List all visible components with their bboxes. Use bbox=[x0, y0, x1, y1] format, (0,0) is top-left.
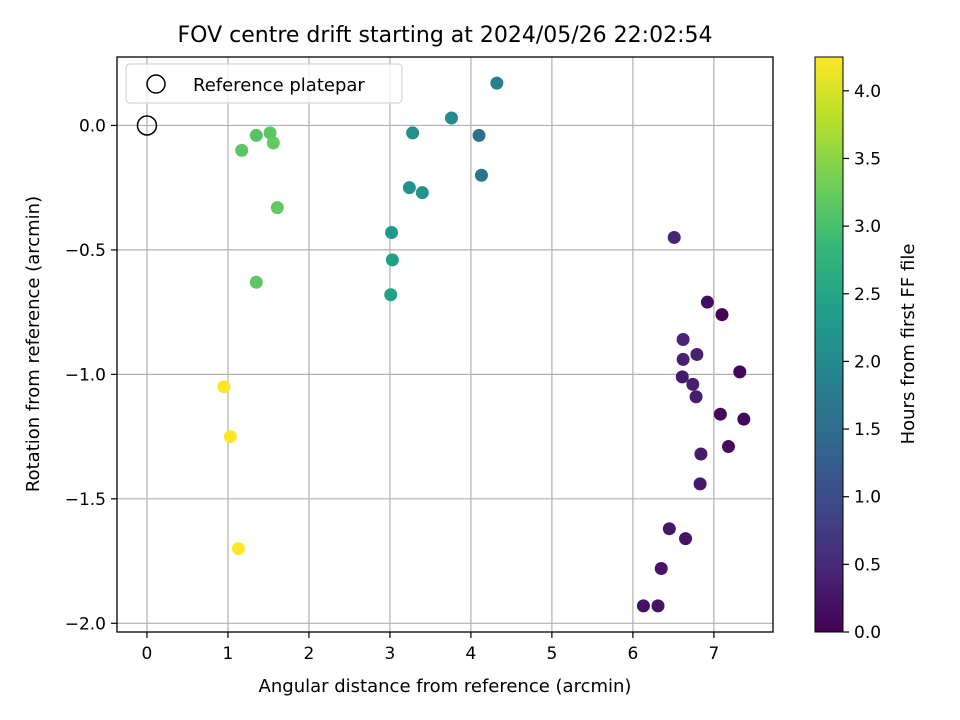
data-point bbox=[223, 430, 237, 444]
y-tick-label: −0.5 bbox=[65, 241, 106, 261]
data-point bbox=[686, 377, 700, 391]
x-tick-label: 3 bbox=[385, 644, 396, 664]
data-point bbox=[385, 225, 399, 239]
data-point bbox=[406, 126, 420, 140]
data-point bbox=[249, 275, 263, 289]
x-axis-ticks: 0 1 2 3 4 5 6 7 bbox=[142, 632, 719, 664]
data-point bbox=[266, 136, 280, 150]
data-point bbox=[694, 447, 708, 461]
chart-title: FOV centre drift starting at 2024/05/26 … bbox=[178, 23, 713, 48]
x-tick-label: 2 bbox=[304, 644, 315, 664]
colorbar-tick-label: 2.5 bbox=[854, 285, 881, 305]
y-tick-label: 0.0 bbox=[79, 116, 106, 136]
legend-frame bbox=[125, 63, 403, 104]
colorbar-label: Hours from first FF file bbox=[898, 244, 919, 445]
x-tick-label: 5 bbox=[546, 644, 557, 664]
data-point bbox=[235, 143, 249, 157]
data-point bbox=[636, 599, 650, 613]
data-point bbox=[693, 477, 707, 491]
colorbar: 0.0 0.5 1.0 1.5 2.0 2.5 3.0 3.5 4.0 Hours from f… bbox=[814, 56, 919, 643]
colorbar-tick-label: 4.0 bbox=[854, 82, 881, 102]
x-tick-label: 4 bbox=[466, 644, 477, 664]
data-point bbox=[721, 440, 735, 454]
data-point bbox=[402, 181, 416, 195]
x-tick-label: 6 bbox=[627, 644, 638, 664]
data-point bbox=[662, 522, 676, 536]
data-point bbox=[654, 562, 668, 576]
data-point bbox=[679, 532, 693, 546]
x-tick-label: 1 bbox=[223, 644, 234, 664]
data-points bbox=[136, 76, 751, 613]
grid-lines bbox=[117, 57, 773, 632]
data-point bbox=[249, 128, 263, 142]
data-point bbox=[474, 168, 488, 182]
data-point bbox=[676, 333, 690, 347]
data-point bbox=[715, 308, 729, 322]
data-point bbox=[385, 253, 399, 267]
data-point bbox=[444, 111, 458, 125]
x-tick-label: 0 bbox=[142, 644, 153, 664]
colorbar-tick-label: 3.5 bbox=[854, 149, 881, 169]
y-tick-label: −1.5 bbox=[65, 490, 106, 510]
colorbar-tick-label: 3.0 bbox=[854, 217, 881, 237]
y-tick-label: −2.0 bbox=[65, 614, 106, 634]
plot-area-frame bbox=[116, 56, 774, 633]
data-point bbox=[737, 412, 751, 426]
data-point bbox=[472, 128, 486, 142]
colorbar-tick-label: 0.5 bbox=[854, 555, 881, 575]
legend-marker-reference bbox=[146, 74, 166, 94]
data-point bbox=[713, 407, 727, 421]
data-point bbox=[700, 295, 714, 309]
data-point bbox=[490, 76, 504, 90]
data-point bbox=[733, 365, 747, 379]
reference-platepar-marker bbox=[136, 115, 158, 136]
colorbar-tick-label: 1.0 bbox=[854, 488, 881, 508]
legend: Reference platepar bbox=[125, 63, 403, 104]
legend-label-reference: Reference platepar bbox=[193, 75, 365, 96]
data-point bbox=[675, 370, 689, 384]
data-point bbox=[676, 352, 690, 366]
colorbar-gradient bbox=[814, 56, 844, 633]
data-point bbox=[384, 288, 398, 302]
data-point bbox=[667, 230, 681, 244]
y-tick-label: −1.0 bbox=[65, 365, 106, 385]
colorbar-tick-label: 0.0 bbox=[854, 623, 881, 643]
data-point bbox=[231, 542, 245, 556]
y-axis-label: Rotation from reference (arcmin) bbox=[23, 196, 44, 492]
colorbar-ticks: 0.0 0.5 1.0 1.5 2.0 2.5 3.0 3.5 4.0 bbox=[843, 82, 881, 643]
x-axis-label: Angular distance from reference (arcmin) bbox=[259, 676, 632, 697]
y-axis-ticks: 0.0 −0.5 −1.0 −1.5 −2.0 bbox=[65, 116, 117, 634]
data-point bbox=[415, 186, 429, 200]
data-point bbox=[690, 347, 704, 361]
data-point bbox=[270, 201, 284, 215]
colorbar-tick-label: 2.0 bbox=[854, 352, 881, 372]
data-point bbox=[217, 380, 231, 394]
x-tick-label: 7 bbox=[708, 644, 719, 664]
colorbar-tick-label: 1.5 bbox=[854, 420, 881, 440]
data-point bbox=[263, 126, 277, 140]
data-point bbox=[689, 390, 703, 404]
data-point bbox=[651, 599, 665, 613]
